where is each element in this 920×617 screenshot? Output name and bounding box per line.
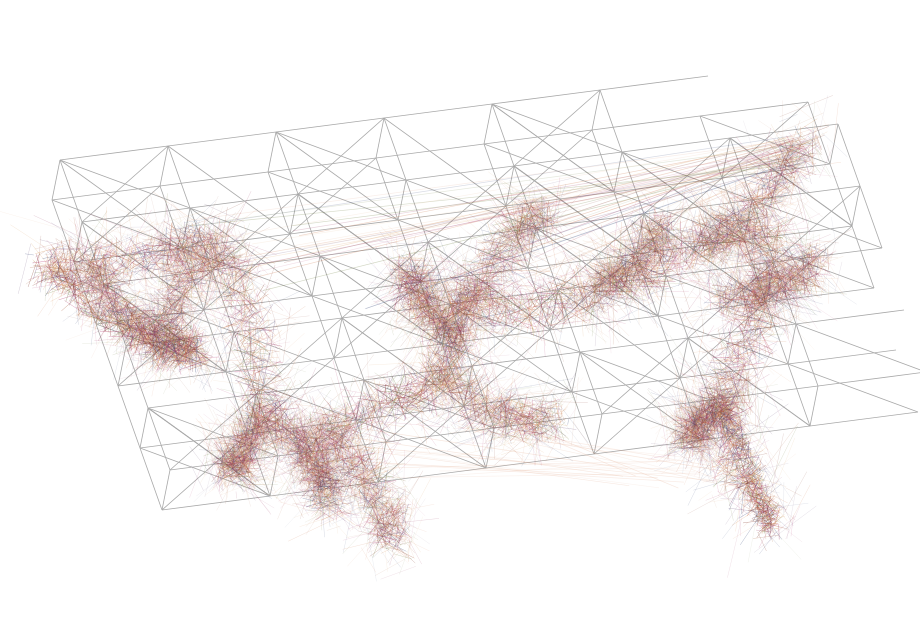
wireframe-lattice xyxy=(51,75,920,511)
long-connecting-lines xyxy=(158,135,815,489)
tangled-strand-figure xyxy=(0,95,857,582)
